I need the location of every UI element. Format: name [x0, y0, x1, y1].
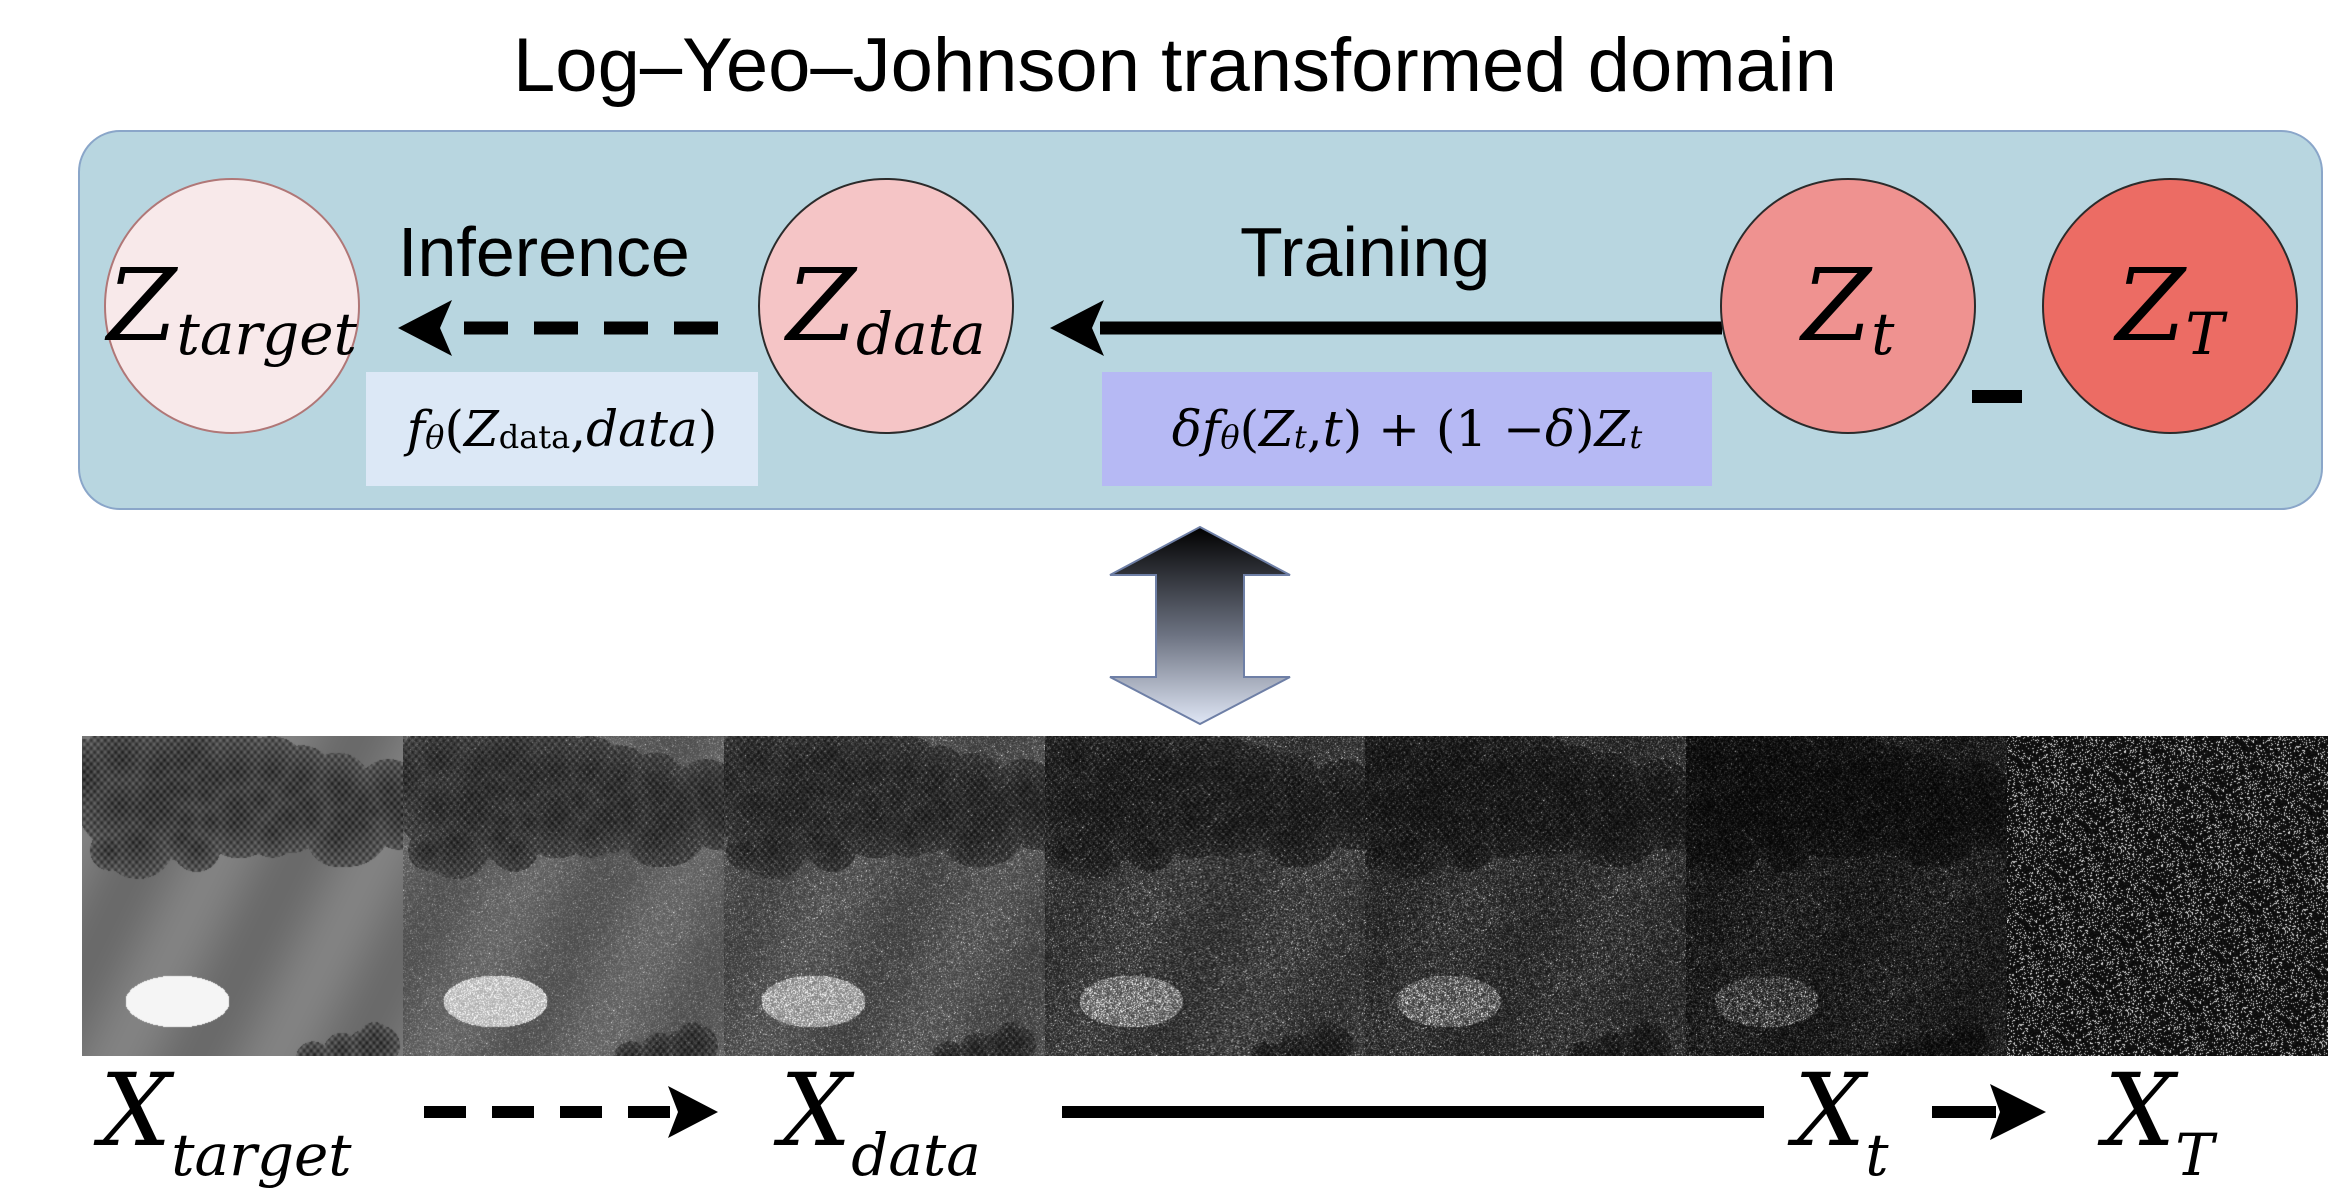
image-strip [82, 736, 2329, 1056]
x-data-sub: data [851, 1121, 981, 1189]
image-strip-tile [1044, 736, 1366, 1056]
f-symbol: f [406, 400, 426, 458]
x-T-label: XT [2104, 1052, 2214, 1189]
diagram-title: Log–Yeo–Johnson transformed domain [513, 23, 1837, 108]
z-subscript: t [1293, 418, 1307, 456]
z-symbol-2: Z [1594, 400, 1630, 458]
bottom-short-arrow [1932, 1084, 2046, 1140]
data-arg: data [586, 400, 698, 458]
x-t-sub: t [1865, 1121, 1889, 1189]
training-solid-arrow [1050, 300, 1722, 356]
inference-dashed-arrow [398, 300, 718, 356]
z-t-sub: t [1871, 300, 1895, 368]
z-symbol: Z [463, 400, 499, 458]
z-t-base: Z [1801, 247, 1872, 364]
theta-symbol: θ [1220, 418, 1240, 456]
inference-label: Inference [398, 213, 690, 291]
image-tile-7 [2007, 736, 2329, 1056]
image-tile-4 [1044, 736, 1366, 1056]
image-strip-tile [2007, 736, 2329, 1056]
delta-symbol-2: δ [1545, 400, 1576, 458]
z-target-sub: target [176, 300, 357, 368]
plus-term: ) + (1 − [1342, 400, 1546, 458]
x-t-label: Xt [1794, 1052, 1889, 1189]
z-subscript-2: t [1629, 418, 1643, 456]
double-headed-arrow [1109, 525, 1291, 726]
image-tile-2 [402, 736, 724, 1056]
z-subscript: data [498, 418, 571, 456]
x-T-sub: T [2175, 1121, 2214, 1189]
paren-open: ( [444, 400, 464, 458]
t-arg: t [1322, 400, 1343, 458]
paren-close-2: ) [1575, 400, 1595, 458]
image-tile-6 [1686, 736, 2008, 1056]
paren-open: ( [1239, 400, 1260, 458]
image-strip-tile [723, 736, 1045, 1056]
comma: , [570, 400, 587, 458]
x-data-base: X [780, 1052, 852, 1169]
image-strip-tile [402, 736, 724, 1056]
x-target-label: Xtarget [100, 1052, 352, 1189]
paren-close: ) [697, 400, 718, 458]
image-tile-3 [723, 736, 1045, 1056]
f-symbol: f [1201, 400, 1221, 458]
dash-symbol [1972, 390, 2022, 403]
z-symbol: Z [1259, 400, 1294, 458]
z-data-sub: data [855, 300, 986, 368]
image-tile-5 [1365, 736, 1687, 1056]
x-target-sub: target [171, 1121, 352, 1189]
delta-symbol: δ [1171, 400, 1202, 458]
x-T-base: X [2104, 1052, 2176, 1169]
z-data-base: Z [786, 247, 856, 364]
image-strip-tile [82, 736, 403, 1056]
comma: , [1306, 400, 1323, 458]
image-strip-tile [1365, 736, 1687, 1056]
image-strip-tile [1686, 736, 2008, 1056]
z-T-base: Z [2115, 247, 2186, 364]
x-data-label: Xdata [780, 1052, 981, 1189]
theta-symbol: θ [425, 418, 445, 456]
x-t-base: X [1794, 1052, 1866, 1169]
bottom-dashed-arrow [424, 1086, 718, 1138]
image-tile-1 [82, 736, 403, 1056]
z-target-base: Z [107, 247, 177, 364]
x-target-base: X [100, 1052, 172, 1169]
z-T-sub: T [2185, 300, 2225, 368]
training-label: Training [1240, 213, 1491, 291]
